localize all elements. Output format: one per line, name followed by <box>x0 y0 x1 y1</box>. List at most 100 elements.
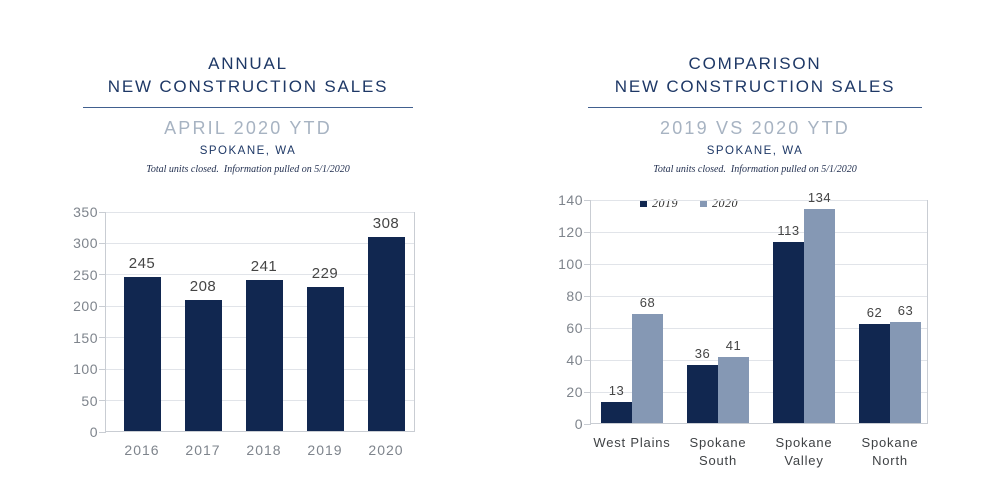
y-tick-label: 100 <box>558 256 583 272</box>
gridline-100 <box>591 263 927 265</box>
x-tick-label: 2019 <box>307 442 343 458</box>
y-tick-label: 60 <box>566 320 583 336</box>
x-tick-label: 2018 <box>246 442 282 458</box>
chart-footnote: Total units closed. Information pulled o… <box>653 164 857 175</box>
chart-title-line: ANNUAL <box>208 54 288 73</box>
x-tick-label: 2017 <box>185 442 221 458</box>
bar-value-label: 134 <box>807 189 832 205</box>
bar-2017 <box>184 300 222 431</box>
y-axis-tick <box>584 295 591 297</box>
y-tick-label: 150 <box>73 329 98 346</box>
chart-title-line: NEW CONSTRUCTION SALES <box>614 77 896 96</box>
chart-footnote: Total units closed. Information pulled o… <box>146 164 350 175</box>
gridline-20 <box>591 391 927 393</box>
category-label-line: West Plains <box>593 435 671 450</box>
gridline-80 <box>591 295 927 297</box>
y-axis-tick <box>99 431 106 433</box>
category-label-line: Spokane <box>861 435 919 450</box>
bar-value-label: 62 <box>866 304 883 320</box>
gridline-300 <box>106 242 414 244</box>
y-axis-tick <box>584 327 591 329</box>
x-tick-label: 2020 <box>368 442 404 458</box>
category-label-line: Spokane <box>689 435 747 450</box>
annual-chart-header: ANNUAL NEW CONSTRUCTION SALES APRIL 2020… <box>83 52 413 176</box>
y-axis-tick <box>584 423 591 425</box>
chart-subtitle: 2019 VS 2020 YTD <box>660 118 850 138</box>
title-divider <box>588 107 922 108</box>
bar-value-label: 41 <box>725 338 742 354</box>
y-tick-label: 80 <box>566 288 583 304</box>
y-tick-label: 100 <box>73 361 98 378</box>
x-tick-label: 2016 <box>124 442 160 458</box>
bar-2020 <box>367 237 405 431</box>
gridline-350 <box>106 211 414 213</box>
y-tick-label: 140 <box>558 192 583 208</box>
bar-value-label: 229 <box>311 265 339 283</box>
chart-subtitle: APRIL 2020 YTD <box>164 118 332 138</box>
y-tick-label: 20 <box>566 384 583 400</box>
y-tick-label: 300 <box>73 235 98 252</box>
chart-location: SPOKANE, WA <box>199 145 297 157</box>
gridline-40 <box>591 359 927 361</box>
gridline-140 <box>591 199 927 201</box>
chart-title-line: COMPARISON <box>688 54 822 73</box>
y-axis-tick <box>584 359 591 361</box>
x-category-label: West Plains <box>584 434 680 452</box>
y-axis-tick <box>584 263 591 265</box>
bar-value-label: 13 <box>608 383 625 399</box>
y-tick-label: 200 <box>73 298 98 315</box>
chart-location: SPOKANE, WA <box>706 145 804 157</box>
bar-value-label: 113 <box>777 223 800 239</box>
y-tick-label: 350 <box>73 204 98 220</box>
bar-2020-spokane-valley <box>804 208 835 423</box>
category-label-line: Valley <box>784 453 824 468</box>
y-axis-tick <box>99 368 106 370</box>
x-category-label: Spokane South <box>670 434 766 470</box>
bar-2019-west-plains <box>601 402 632 423</box>
y-tick-label: 40 <box>566 352 583 368</box>
y-axis-tick <box>584 199 591 201</box>
y-axis-tick <box>99 242 106 244</box>
y-axis-tick <box>99 400 106 402</box>
bar-value-label: 36 <box>694 346 711 362</box>
legend-swatch-2020 <box>700 200 707 207</box>
title-divider <box>83 107 413 108</box>
bar-2018 <box>245 279 283 431</box>
gridline-250 <box>106 274 414 276</box>
bar-2020-spokane-south <box>718 357 749 423</box>
x-category-label: Spokane Valley <box>756 434 852 470</box>
gridline-120 <box>591 231 927 233</box>
y-tick-label: 0 <box>574 416 583 432</box>
y-axis-tick <box>584 391 591 393</box>
bar-2019 <box>306 287 344 431</box>
annual-sales-plot: 0 50 100 150 200 250 300 350 245 2016 208 2017 241 20… <box>73 204 415 458</box>
y-tick-label: 120 <box>558 224 583 240</box>
bar-value-label: 308 <box>372 215 400 233</box>
bar-value-label: 68 <box>639 295 656 311</box>
y-axis-tick <box>584 231 591 233</box>
x-category-label: Spokane North <box>842 434 938 470</box>
legend-swatch-2019 <box>640 200 647 207</box>
bar-2019-spokane-valley <box>773 242 804 423</box>
bar-2019-spokane-north <box>859 323 890 423</box>
y-axis-tick <box>99 211 106 213</box>
gridline-60 <box>591 327 927 329</box>
bar-value-label: 241 <box>250 257 278 275</box>
bar-2016 <box>123 277 161 431</box>
category-label-line: South <box>699 453 737 468</box>
y-axis-tick <box>99 305 106 307</box>
category-label-line: North <box>872 453 908 468</box>
y-tick-label: 0 <box>89 424 98 440</box>
bar-2020-west-plains <box>632 314 663 423</box>
chart-title-line: NEW CONSTRUCTION SALES <box>107 77 389 96</box>
bar-value-label: 245 <box>128 255 156 272</box>
category-label-line: Spokane <box>775 435 833 450</box>
bar-value-label: 208 <box>189 278 217 296</box>
bar-2020-spokane-north <box>890 322 921 423</box>
y-tick-label: 50 <box>81 392 98 409</box>
comparison-sales-plot: 0 20 40 60 80 100 120 140 13 68 West Plains 36 41 Spo… <box>558 190 928 468</box>
comparison-chart-header: COMPARISON NEW CONSTRUCTION SALES 2019 V… <box>588 52 922 176</box>
y-tick-label: 250 <box>73 266 98 283</box>
y-axis-tick <box>99 274 106 276</box>
